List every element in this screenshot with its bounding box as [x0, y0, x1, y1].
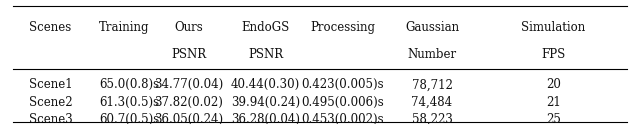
- Text: 20: 20: [546, 78, 561, 91]
- Text: Number: Number: [408, 48, 456, 61]
- Text: Scenes: Scenes: [29, 21, 71, 34]
- Text: 74,484: 74,484: [412, 96, 452, 109]
- Text: 58,223: 58,223: [412, 113, 452, 124]
- Text: 25: 25: [546, 113, 561, 124]
- Text: 0.423(0.005)s: 0.423(0.005)s: [301, 78, 384, 91]
- Text: 37.82(0.02): 37.82(0.02): [154, 96, 223, 109]
- Text: PSNR: PSNR: [172, 48, 206, 61]
- Text: 61.3(0.5)s: 61.3(0.5)s: [99, 96, 159, 109]
- Text: Scene2: Scene2: [29, 96, 72, 109]
- Text: Simulation: Simulation: [522, 21, 586, 34]
- Text: 36.05(0.24): 36.05(0.24): [154, 113, 223, 124]
- Text: 34.77(0.04): 34.77(0.04): [154, 78, 223, 91]
- Text: Ours: Ours: [175, 21, 203, 34]
- Text: 60.7(0.5)s: 60.7(0.5)s: [99, 113, 159, 124]
- Text: 39.94(0.24): 39.94(0.24): [231, 96, 300, 109]
- Text: 36.28(0.04): 36.28(0.04): [231, 113, 300, 124]
- Text: Processing: Processing: [310, 21, 375, 34]
- Text: 0.495(0.006)s: 0.495(0.006)s: [301, 96, 384, 109]
- Text: Training: Training: [99, 21, 150, 34]
- Text: 65.0(0.8)s: 65.0(0.8)s: [99, 78, 159, 91]
- Text: Gaussian: Gaussian: [405, 21, 459, 34]
- Text: FPS: FPS: [541, 48, 566, 61]
- Text: Scene1: Scene1: [29, 78, 72, 91]
- Text: 0.453(0.002)s: 0.453(0.002)s: [301, 113, 384, 124]
- Text: PSNR: PSNR: [248, 48, 283, 61]
- Text: Scene3: Scene3: [29, 113, 72, 124]
- Text: 78,712: 78,712: [412, 78, 452, 91]
- Text: 21: 21: [546, 96, 561, 109]
- Text: EndoGS: EndoGS: [241, 21, 290, 34]
- Text: 40.44(0.30): 40.44(0.30): [231, 78, 300, 91]
